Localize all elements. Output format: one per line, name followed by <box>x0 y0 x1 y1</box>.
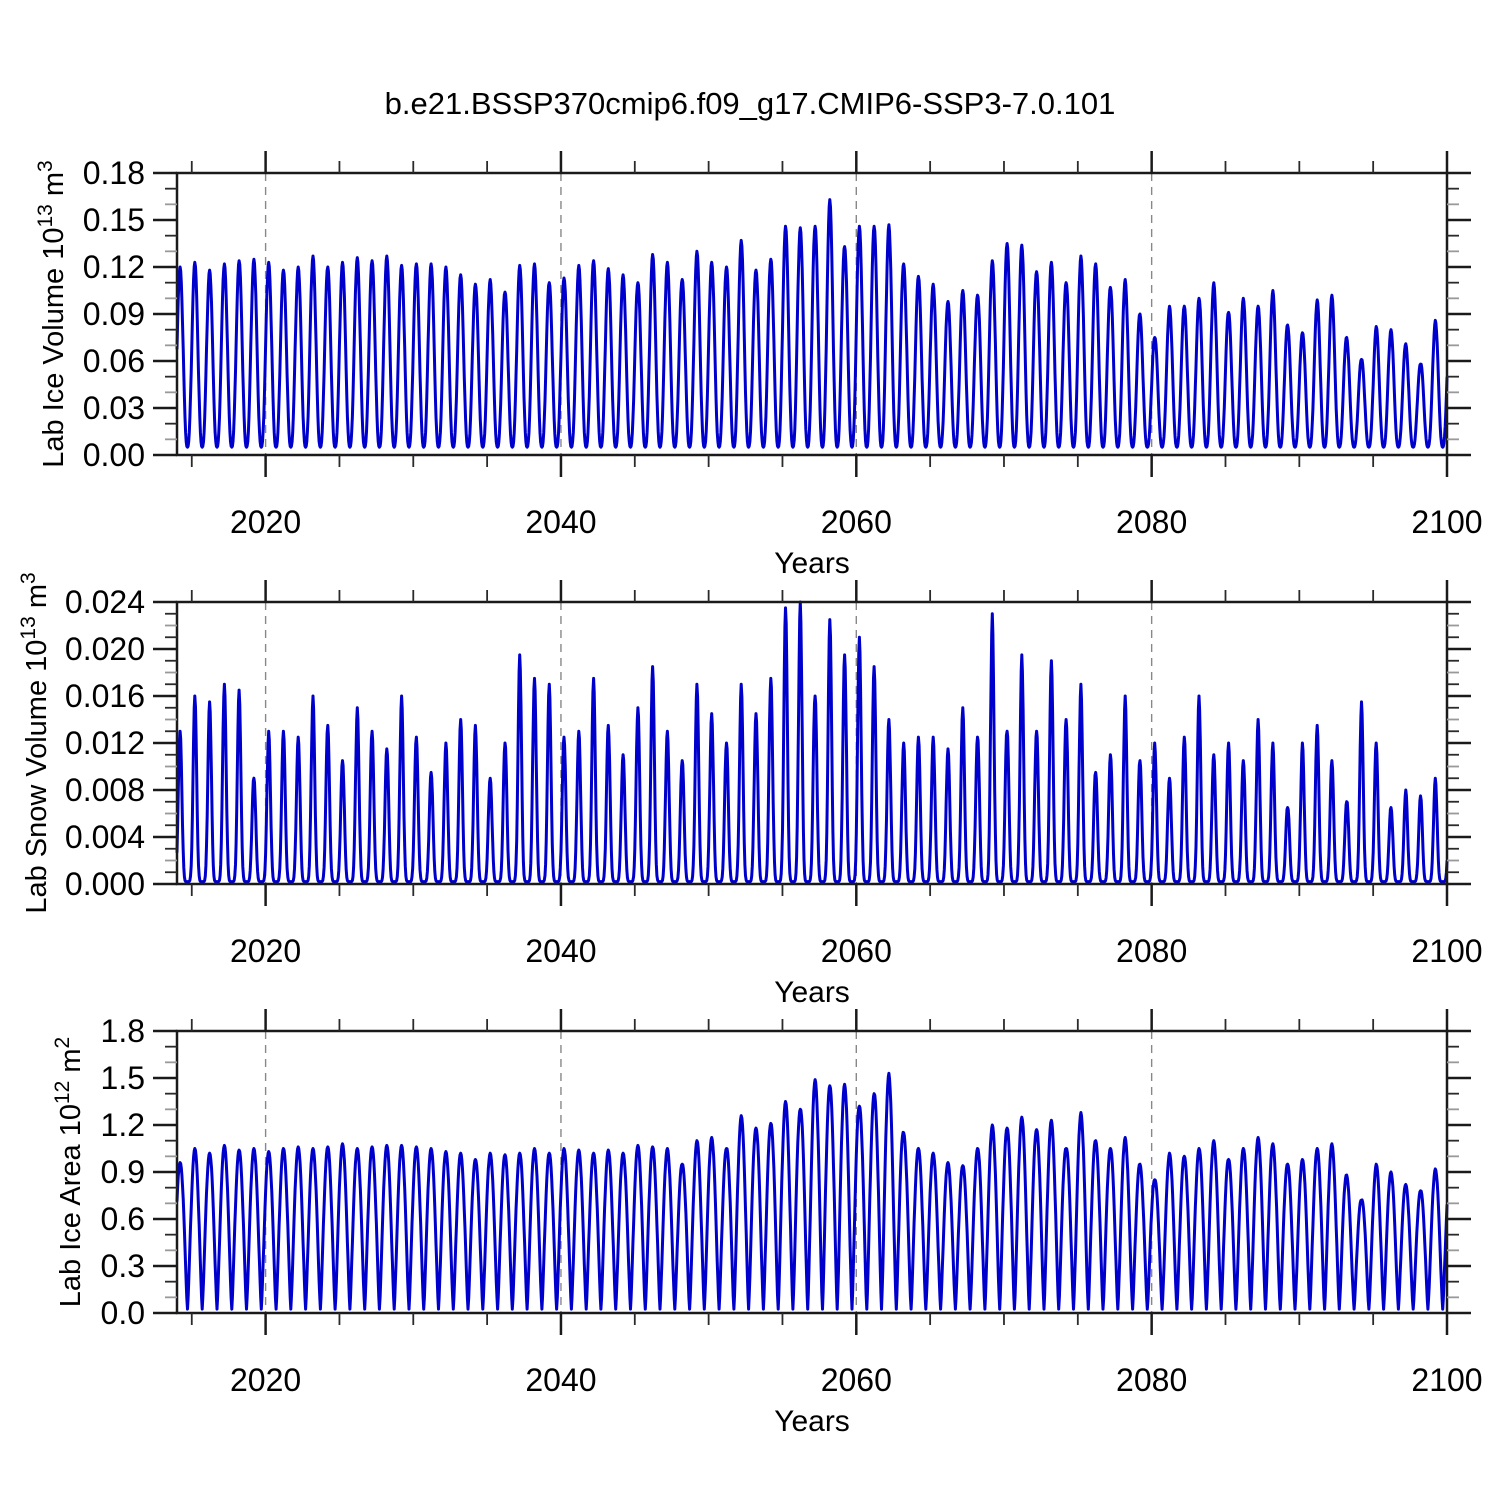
x-tick-label: 2100 <box>1411 1362 1482 1398</box>
y-tick-label: 1.8 <box>101 1013 145 1049</box>
y-tick-label: 0.6 <box>101 1201 145 1237</box>
y-tick-label: 0.0 <box>101 1295 145 1331</box>
series-line-lab-ice-area <box>175 1071 1449 1311</box>
x-axis-label: Years <box>774 1405 850 1438</box>
x-tick-label: 2040 <box>525 1362 596 1398</box>
x-tick-label: 2060 <box>821 1362 892 1398</box>
x-axis-label: Years <box>774 547 850 580</box>
y-tick-label: 0.15 <box>83 202 145 238</box>
x-axis-label: Years <box>774 976 850 1009</box>
y-tick-label: 0.06 <box>83 343 145 379</box>
panel-lab-ice-volume: 0.00 0.03 0.06 0.09 0.12 0.15 0.18 2020 2040 2060… <box>34 151 1483 580</box>
x-axis-ticks <box>190 580 1449 906</box>
y-tick-label: 0.020 <box>65 631 145 667</box>
y-tick-label: 0.004 <box>65 819 145 855</box>
y-tick-label: 0.09 <box>83 296 145 332</box>
y-tick-label: 0.016 <box>65 678 145 714</box>
y-axis-ticks <box>153 1029 1471 1315</box>
x-tick-label: 2080 <box>1116 504 1187 540</box>
x-tick-label: 2080 <box>1116 1362 1187 1398</box>
y-tick-label: 0.3 <box>101 1248 145 1284</box>
y-axis-label: Lab Ice Area 1012 m2 <box>51 1037 87 1307</box>
y-tick-label: 1.5 <box>101 1060 145 1096</box>
x-axis-ticks <box>190 1009 1449 1335</box>
y-tick-label: 0.18 <box>83 155 145 191</box>
x-tick-label: 2020 <box>230 504 301 540</box>
y-tick-label: 0.9 <box>101 1154 145 1190</box>
y-tick-label: 0.024 <box>65 584 145 620</box>
x-tick-label: 2020 <box>230 1362 301 1398</box>
x-tick-label: 2100 <box>1411 504 1482 540</box>
chart-title: b.e21.BSSP370cmip6.f09_g17.CMIP6-SSP3-7.… <box>384 86 1116 121</box>
y-axis-label: Lab Snow Volume 1013 m3 <box>17 572 53 913</box>
x-tick-label: 2080 <box>1116 933 1187 969</box>
y-tick-label: 0.03 <box>83 390 145 426</box>
panel-lab-ice-area: 0.0 0.3 0.6 0.9 1.2 1.5 1.8 2020 2040 2060 2080 210… <box>51 1009 1483 1438</box>
x-tick-label: 2040 <box>525 933 596 969</box>
y-tick-label: 0.00 <box>83 437 145 473</box>
series-line-lab-snow-volume <box>175 600 1449 884</box>
x-tick-label: 2040 <box>525 504 596 540</box>
x-tick-label: 2100 <box>1411 933 1482 969</box>
panel-lab-snow-volume: 0.000 0.004 0.008 0.012 0.016 0.020 0.024 2020 2… <box>17 572 1483 1009</box>
y-tick-label: 0.012 <box>65 725 145 761</box>
y-tick-label: 0.000 <box>65 866 145 902</box>
y-tick-label: 0.12 <box>83 249 145 285</box>
series-line-lab-ice-volume <box>175 198 1449 449</box>
x-tick-label: 2060 <box>821 504 892 540</box>
x-tick-label: 2060 <box>821 933 892 969</box>
y-axis-label: Lab Ice Volume 1013 m3 <box>34 160 70 468</box>
x-tick-label: 2020 <box>230 933 301 969</box>
y-axis-ticks <box>153 171 1471 457</box>
x-axis-ticks <box>190 151 1449 477</box>
y-axis-ticks <box>153 600 1471 886</box>
y-tick-label: 0.008 <box>65 772 145 808</box>
y-tick-label: 1.2 <box>101 1107 145 1143</box>
